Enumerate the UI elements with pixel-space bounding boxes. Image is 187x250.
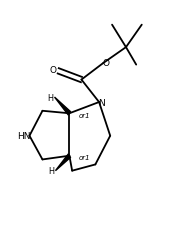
Text: O: O <box>103 58 110 67</box>
Text: H: H <box>47 93 53 102</box>
Polygon shape <box>56 154 70 171</box>
Text: H: H <box>48 166 54 175</box>
Text: or1: or1 <box>79 154 90 160</box>
Text: or1: or1 <box>79 112 90 118</box>
Text: N: N <box>99 98 105 107</box>
Text: HN: HN <box>17 132 31 141</box>
Polygon shape <box>55 98 70 116</box>
Text: O: O <box>49 66 56 75</box>
